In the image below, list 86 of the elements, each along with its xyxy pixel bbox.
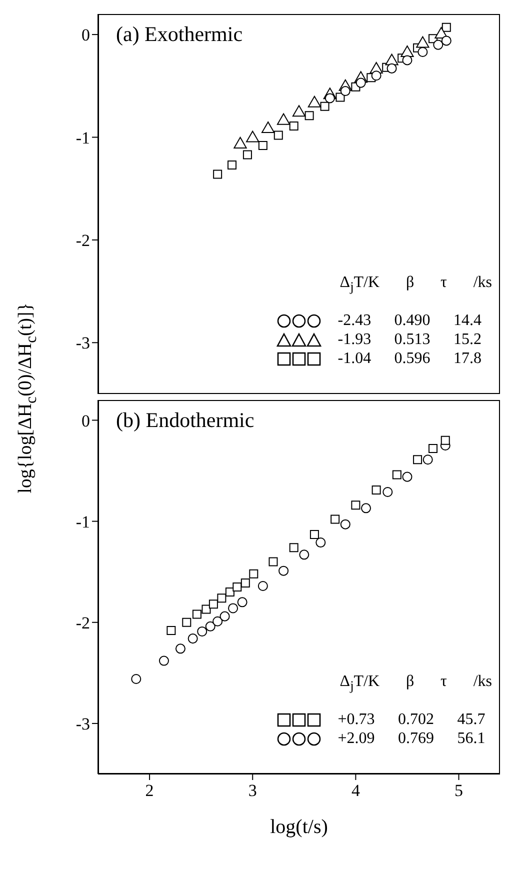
legend-title: Δ$_{j}$T/K β τ /ks <box>340 672 492 693</box>
point <box>400 46 414 58</box>
point <box>182 618 192 627</box>
point <box>237 597 248 608</box>
point <box>316 538 326 548</box>
point <box>441 36 452 46</box>
point <box>175 644 186 654</box>
point <box>310 530 319 539</box>
point <box>240 578 250 588</box>
point <box>262 122 275 134</box>
point <box>289 543 298 552</box>
y-tick-label: 0 <box>82 26 90 45</box>
annotation: (b) Endothermic <box>116 408 254 432</box>
point <box>268 557 278 566</box>
point <box>278 566 289 576</box>
point <box>292 105 306 117</box>
point <box>416 36 430 48</box>
point <box>258 580 268 591</box>
y-tick-label: 0 <box>82 411 90 430</box>
point <box>276 113 290 125</box>
x-tick-label: 3 <box>248 781 257 800</box>
legend-label: +2.09 0.769 56.1 <box>338 730 486 748</box>
point <box>402 55 412 66</box>
point <box>205 621 216 632</box>
legend-label: +0.73 0.702 45.7 <box>338 710 486 728</box>
x-axis-title: log(t/s) <box>270 816 328 838</box>
y-tick-label: -1 <box>76 128 90 148</box>
y-tick-label: -2 <box>76 230 90 250</box>
point <box>225 588 234 597</box>
x-tick-label: 5 <box>454 781 464 800</box>
point <box>192 610 202 619</box>
point <box>228 160 236 170</box>
point <box>392 470 402 480</box>
point <box>258 140 268 150</box>
point <box>356 78 366 88</box>
legend-label: -1.93 0.513 15.2 <box>338 330 482 348</box>
point <box>351 500 360 510</box>
point <box>249 569 258 578</box>
point <box>213 170 222 179</box>
point <box>413 455 422 464</box>
point <box>320 102 330 111</box>
point <box>220 611 230 622</box>
point <box>299 550 310 560</box>
y-tick-label: -3 <box>76 334 90 353</box>
point <box>246 130 260 142</box>
legend-label: -1.04 0.596 17.8 <box>338 350 482 368</box>
point <box>228 603 238 614</box>
point <box>208 600 218 609</box>
point <box>158 656 169 666</box>
x-tick-label: 4 <box>351 781 360 800</box>
point <box>418 46 428 58</box>
point <box>197 626 208 636</box>
point <box>330 514 340 524</box>
point <box>340 519 350 530</box>
point <box>433 40 444 50</box>
point <box>308 96 322 108</box>
legend-label: -2.43 0.490 14.4 <box>338 312 482 330</box>
point <box>274 130 283 140</box>
point <box>340 86 350 96</box>
point <box>188 634 198 644</box>
point <box>242 150 252 160</box>
point <box>372 485 381 494</box>
point <box>402 472 412 482</box>
x-tick-label: 2 <box>145 781 154 800</box>
point <box>386 63 397 74</box>
point <box>371 70 382 81</box>
point <box>289 121 298 130</box>
annotation: (a) Exothermic <box>116 22 243 46</box>
point <box>234 136 247 148</box>
y-tick-label: -3 <box>76 714 90 734</box>
point <box>440 436 450 445</box>
point <box>304 111 314 120</box>
legend-title: Δ$_{j}$T/K β τ /ks <box>340 274 492 294</box>
point <box>360 503 372 514</box>
point <box>166 626 176 635</box>
point <box>202 604 211 614</box>
point <box>131 674 142 684</box>
point <box>217 594 226 603</box>
y-tick-label: -1 <box>76 512 90 532</box>
point <box>428 444 438 454</box>
point <box>422 454 433 465</box>
point <box>382 486 393 497</box>
point <box>442 22 451 32</box>
point <box>212 616 223 626</box>
y-tick-label: -2 <box>76 613 90 632</box>
point <box>232 582 242 592</box>
